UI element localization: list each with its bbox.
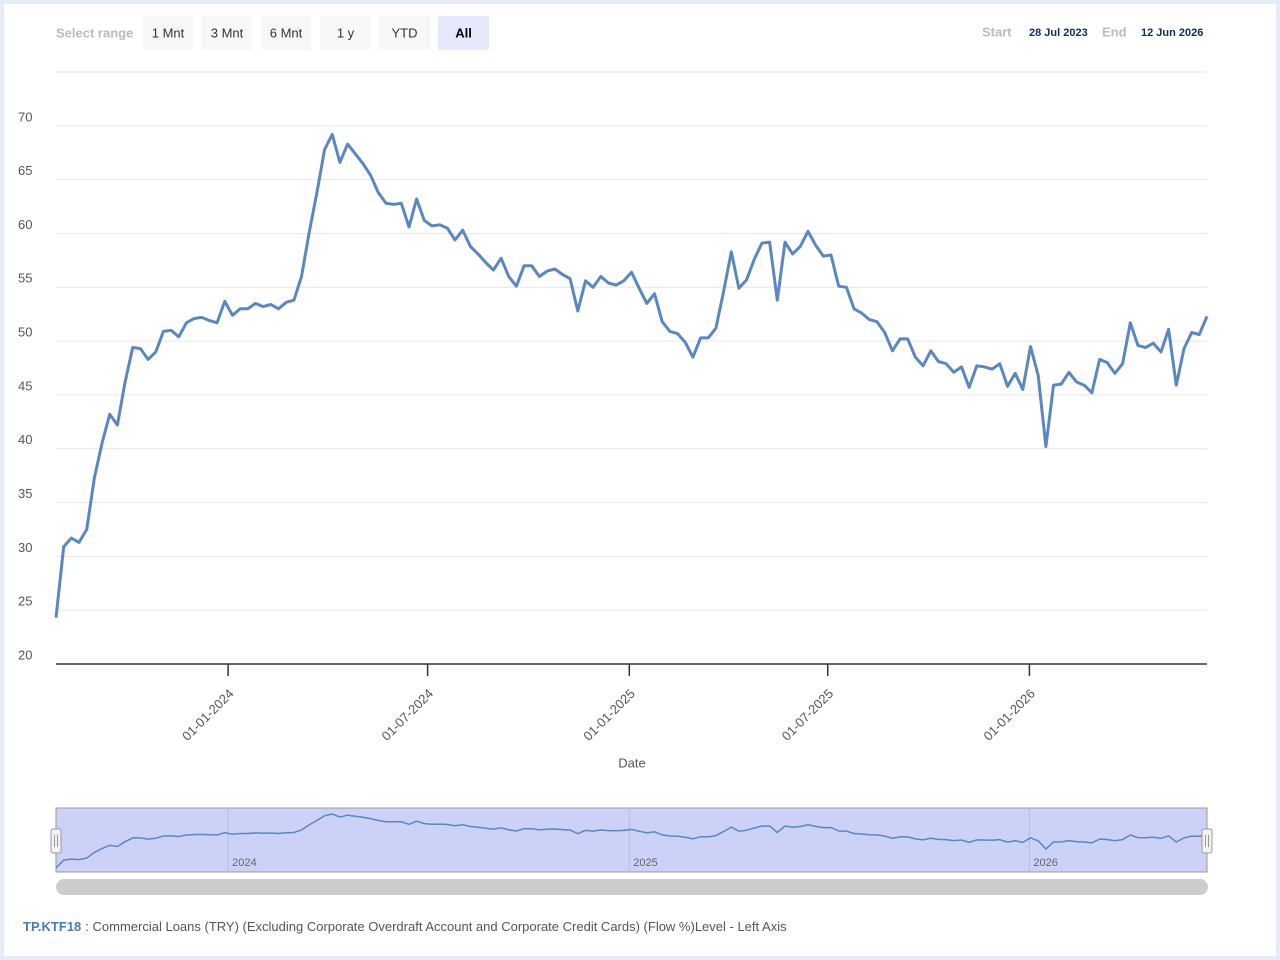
start-date[interactable]: 28 Jul 2023	[1029, 27, 1088, 39]
series-caption: TP.KTF18 : Commercial Loans (TRY) (Exclud…	[23, 919, 787, 934]
y-tick-label: 35	[18, 486, 32, 501]
y-tick-label: 50	[18, 325, 32, 340]
range-button[interactable]	[438, 16, 489, 50]
series-description: : Commercial Loans (TRY) (Excluding Corp…	[85, 919, 787, 934]
series-name: TP.KTF18	[23, 919, 81, 934]
y-tick-label: 40	[18, 432, 32, 447]
x-axis-title: Date	[618, 755, 645, 770]
y-tick-label: 25	[18, 594, 32, 609]
scrollbar[interactable]	[56, 879, 1208, 895]
range-button[interactable]	[143, 16, 193, 50]
end-label: End	[1102, 24, 1127, 39]
range-label: Select range	[56, 25, 133, 40]
navigator-tick-label: 2026	[1033, 857, 1057, 869]
range-button[interactable]	[261, 16, 311, 50]
range-button[interactable]	[379, 16, 430, 50]
navigator-tick-label: 2024	[232, 857, 256, 869]
navigator-handle[interactable]	[50, 828, 62, 854]
start-label: Start	[982, 24, 1012, 39]
range-button-label[interactable]: 1 Mnt	[152, 25, 185, 40]
range-button-label[interactable]: 6 Mnt	[270, 25, 303, 40]
range-button-label[interactable]: 1 y	[337, 25, 355, 40]
end-date[interactable]: 12 Jun 2026	[1141, 27, 1203, 39]
range-button[interactable]	[320, 16, 371, 50]
y-tick-label: 60	[18, 217, 32, 232]
series-line	[54, 132, 1209, 618]
y-tick-label: 70	[18, 109, 32, 124]
y-tick-label: 65	[18, 163, 32, 178]
navigator-tick-label: 2025	[633, 857, 657, 869]
range-button-label[interactable]: All	[455, 25, 472, 40]
range-button-label[interactable]: 3 Mnt	[211, 25, 244, 40]
y-tick-label: 45	[18, 378, 32, 393]
navigator-line	[55, 813, 1208, 869]
range-button-label[interactable]: YTD	[392, 25, 418, 40]
y-tick-label: 30	[18, 540, 32, 555]
navigator-handle[interactable]	[1201, 828, 1213, 854]
y-tick-label: 55	[18, 271, 32, 286]
range-button[interactable]	[202, 16, 252, 50]
y-tick-label: 20	[18, 647, 32, 662]
